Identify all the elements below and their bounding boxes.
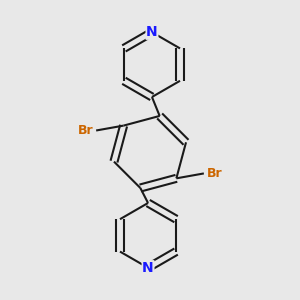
Text: Br: Br — [207, 167, 222, 180]
Text: N: N — [146, 25, 158, 39]
Text: N: N — [142, 261, 154, 275]
Text: Br: Br — [78, 124, 93, 137]
